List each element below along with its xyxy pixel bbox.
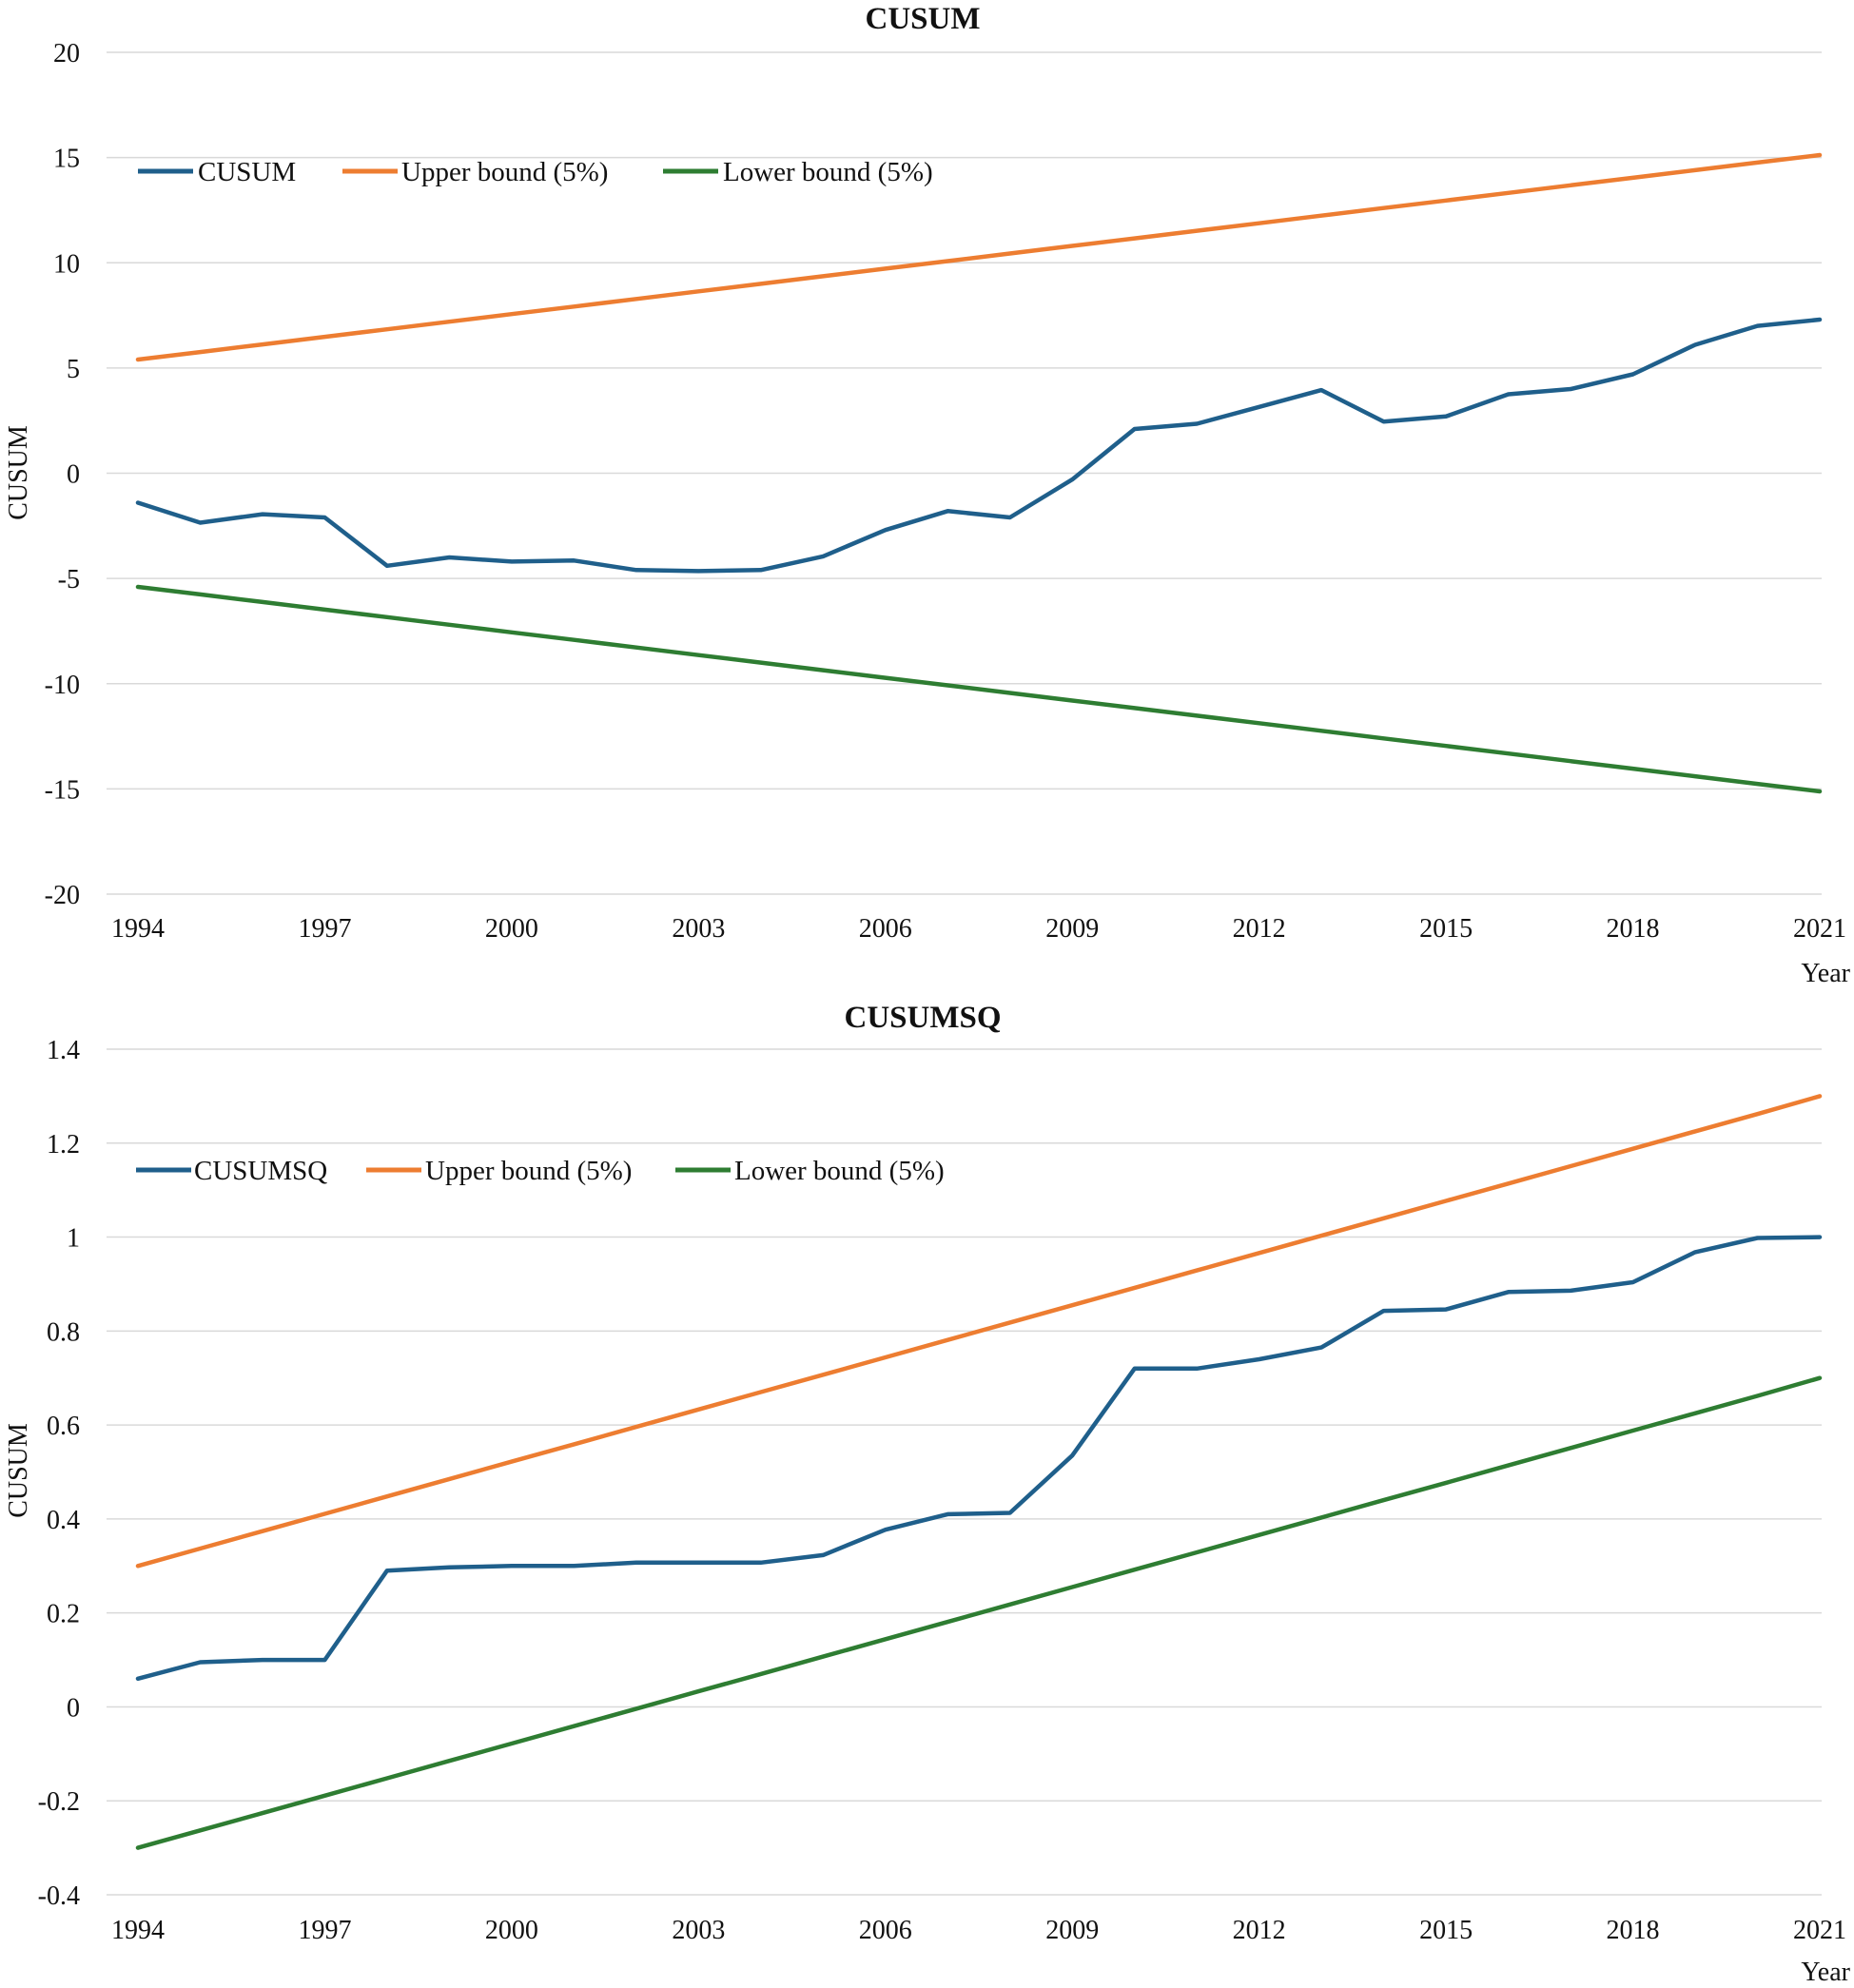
x-tick-label: 2012 [1233,1916,1286,1945]
x-tick-label: 2003 [672,914,725,944]
chart-title: CUSUM [866,2,981,36]
legend-label: CUSUMSQ [194,1156,327,1186]
legend-label: Lower bound (5%) [723,157,933,187]
x-tick-label: 1994 [111,914,165,944]
x-tick-label: 2009 [1045,1916,1099,1945]
y-tick-label: 0.4 [47,1506,80,1535]
y-tick-label: -0.2 [38,1787,80,1817]
y-tick-label: 10 [53,249,80,279]
y-tick-label: 0.8 [47,1317,80,1347]
x-tick-label: 2021 [1793,914,1846,944]
y-tick-label: 0 [67,1693,80,1723]
x-tick-label: 2015 [1419,914,1473,944]
series-line-lower-bound-5 [135,584,1823,794]
x-tick-label: 2006 [859,914,912,944]
y-tick-label: 1 [67,1224,80,1254]
y-tick-label: 0 [67,460,80,490]
y-tick-label: -5 [58,565,80,594]
series-line-cusum [135,317,1823,574]
x-tick-label: 2000 [485,914,538,944]
y-axis-label: CUSUM [4,425,33,520]
legend-label: Upper bound (5%) [425,1156,632,1186]
y-tick-label: 20 [53,39,80,68]
y-tick-label: 0.6 [47,1412,80,1441]
y-tick-label: -20 [45,881,80,910]
chart-title: CUSUMSQ [844,1001,1001,1035]
y-tick-label: 1.4 [47,1036,80,1065]
x-tick-label: 2015 [1419,1916,1473,1945]
y-tick-label: 5 [67,355,80,384]
y-tick-label: -15 [45,775,80,805]
y-tick-label: -0.4 [38,1881,80,1911]
x-axis-label: Year [1801,1958,1850,1987]
series-line-cusumsq [135,1235,1823,1682]
legend: CUSUMSQ Upper bound (5%) Lower bound (5%) [136,1156,945,1186]
x-tick-label: 2000 [485,1916,538,1945]
x-tick-label: 1994 [111,1916,165,1945]
x-tick-label: 1997 [298,1916,351,1945]
y-tick-label: -10 [45,671,80,700]
x-tick-label: 2009 [1045,914,1099,944]
y-tick-label: 0.2 [47,1600,80,1629]
x-tick-label: 2012 [1233,914,1286,944]
legend-label: CUSUM [198,157,296,187]
series-line-upper-bound-5 [135,152,1823,362]
x-tick-label: 2003 [672,1916,725,1945]
legend-label: Lower bound (5%) [734,1156,945,1186]
y-tick-label: 1.2 [47,1130,80,1160]
x-tick-label: 2021 [1793,1916,1846,1945]
series-line-lower-bound-5 [135,1375,1823,1850]
series-line-upper-bound-5 [135,1094,1823,1569]
y-axis-label: CUSUM [4,1423,33,1518]
x-tick-label: 2018 [1607,914,1660,944]
y-tick-label: 15 [53,145,80,174]
x-tick-label: 2006 [859,1916,912,1945]
legend: CUSUM Upper bound (5%) Lower bound (5%) [138,157,933,187]
x-tick-label: 1997 [298,914,351,944]
x-tick-label: 2018 [1607,1916,1660,1945]
cusumsq-chart: CUSUMSQ CUSUM Year 1.4 1.2 1 0.8 0.6 0.4 0.2 0 -… [4,1001,1851,1987]
legend-label: Upper bound (5%) [401,157,608,187]
x-axis-label: Year [1801,959,1850,988]
